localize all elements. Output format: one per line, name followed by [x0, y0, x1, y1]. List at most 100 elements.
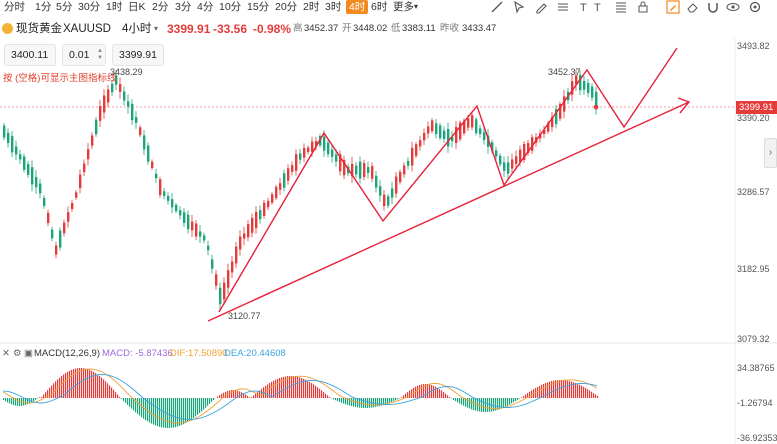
candle-body	[195, 223, 198, 237]
candle-body	[115, 75, 118, 85]
macd-bar	[241, 392, 243, 398]
edit-active-icon[interactable]	[666, 0, 680, 14]
horizontal-lines-icon[interactable]	[556, 0, 570, 14]
cursor-icon[interactable]	[512, 0, 526, 14]
low-label: 低	[391, 23, 401, 34]
tf-4h[interactable]: 4时	[346, 0, 369, 14]
macd-bar	[575, 383, 577, 398]
macd-bar	[355, 398, 357, 408]
chevron-right-icon[interactable]: ›	[764, 138, 777, 168]
trend-line-icon[interactable]	[490, 0, 504, 14]
eraser-icon[interactable]	[686, 0, 700, 14]
support-trendline[interactable]	[207, 101, 690, 322]
pencil-icon[interactable]	[534, 0, 548, 14]
tf-20m[interactable]: 20分	[275, 1, 298, 13]
candle-body	[327, 142, 330, 155]
macd-bar	[153, 398, 155, 425]
macd-bar	[425, 384, 427, 398]
macd-bar	[325, 393, 327, 398]
tf-daily[interactable]: 日K	[128, 1, 146, 13]
candle-body	[95, 119, 98, 135]
tf-30m[interactable]: 30分	[78, 1, 101, 13]
axis-label: 3493.82	[737, 41, 770, 51]
macd-bar	[495, 398, 497, 411]
macd-bar	[437, 387, 439, 398]
tf-4m[interactable]: 4分	[197, 1, 214, 13]
macd-bar	[53, 383, 55, 398]
macd-bar	[519, 398, 521, 399]
macd-bar	[595, 394, 597, 398]
macd-bar	[187, 398, 189, 422]
candle-body	[527, 143, 530, 153]
macd-bar	[451, 398, 453, 399]
tf-10m[interactable]: 10分	[219, 1, 242, 13]
bid-price-field[interactable]: 3400.11	[4, 44, 56, 66]
macd-bar	[467, 398, 469, 408]
symbol-code[interactable]: XAUUSD	[63, 23, 111, 35]
tf-3h[interactable]: 3时	[325, 1, 342, 13]
zigzag-line[interactable]	[218, 47, 678, 313]
macd-bar	[329, 397, 331, 398]
macd-bar	[307, 380, 309, 398]
collapse-icon[interactable]: ✕	[2, 348, 10, 359]
candle-body	[247, 224, 250, 238]
macd-bar	[389, 398, 391, 403]
macd-bar	[191, 398, 193, 420]
axis-label: 3390.20	[737, 113, 770, 123]
settings-icon[interactable]: ⚙	[13, 348, 22, 359]
tf-1m[interactable]: 1分	[35, 1, 52, 13]
arrow-head	[677, 97, 691, 114]
candle-body	[259, 210, 262, 220]
ask-price-field[interactable]: 3399.91	[112, 44, 164, 66]
macd-bar	[351, 398, 353, 407]
text-bold-icon[interactable]: T	[592, 0, 606, 14]
settings-icon[interactable]	[748, 0, 762, 14]
macd-value: MACD: -5.87436	[102, 348, 173, 359]
visibility-icon[interactable]: ▣	[24, 348, 33, 359]
chevron-down-icon[interactable]: ▾	[414, 2, 419, 11]
macd-bar	[555, 380, 557, 398]
tf-5m[interactable]: 5分	[56, 1, 73, 13]
magnet-icon[interactable]	[706, 0, 720, 14]
stepper-icon[interactable]: ▲ ▼	[97, 48, 103, 61]
tf-6h[interactable]: 6时	[371, 1, 388, 13]
candle-body	[147, 145, 150, 162]
tf-1h[interactable]: 1时	[106, 1, 123, 13]
macd-bar	[465, 398, 467, 407]
macd-title: MACD(12,26,9)	[34, 348, 100, 359]
macd-bar	[353, 398, 355, 407]
chevron-down-icon[interactable]: ▾	[154, 24, 159, 33]
eye-icon[interactable]	[726, 0, 740, 14]
macd-bar	[549, 381, 551, 398]
macd-bar	[95, 373, 97, 398]
macd-bar	[383, 398, 385, 405]
tf-2h[interactable]: 2时	[303, 1, 320, 13]
macd-bar	[323, 392, 325, 398]
candle-body	[519, 149, 522, 163]
tf-2m[interactable]: 2分	[152, 1, 169, 13]
macd-bar	[207, 398, 209, 406]
macd-bar	[527, 393, 529, 398]
tf-more[interactable]: 更多	[393, 1, 414, 13]
candle-body	[239, 236, 242, 250]
tf-15m[interactable]: 15分	[247, 1, 270, 13]
macd-bar	[137, 398, 139, 414]
fibonacci-icon[interactable]	[614, 0, 628, 14]
lock-icon[interactable]	[636, 0, 650, 14]
symbol-name[interactable]: 现货黄金	[16, 23, 62, 35]
macd-bar	[443, 392, 445, 398]
candle-body	[35, 176, 38, 188]
lot-size-input[interactable]: 0.01 ▲ ▼	[62, 44, 106, 66]
quick-order-box: 3400.11 0.01 ▲ ▼ 3399.91	[4, 44, 164, 66]
macd-bar	[551, 381, 553, 398]
macd-bar	[379, 398, 381, 407]
macd-bar	[381, 398, 383, 406]
macd-bar	[117, 394, 119, 398]
interval-label[interactable]: 4小时	[122, 23, 152, 35]
dea-line	[2, 374, 598, 420]
text-icon[interactable]: T	[578, 0, 592, 14]
tf-3m[interactable]: 3分	[175, 1, 192, 13]
tf-fenshi[interactable]: 分时	[4, 1, 25, 13]
macd-bar	[591, 391, 593, 398]
